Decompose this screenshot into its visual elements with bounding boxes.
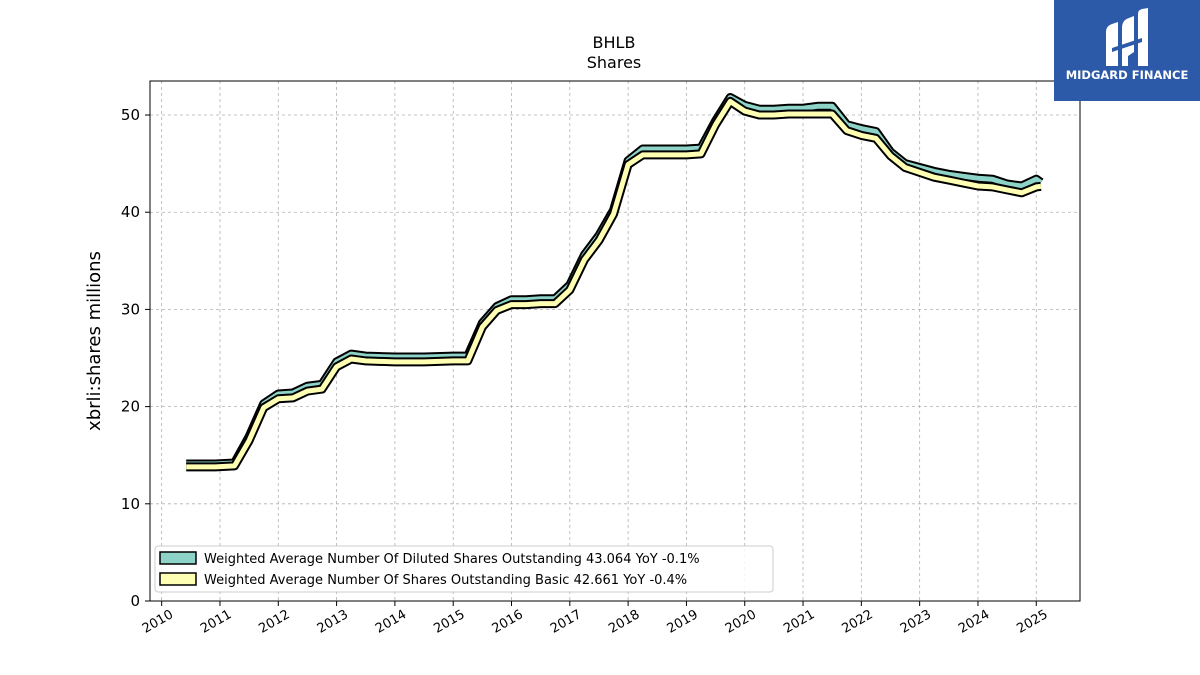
x-tick-label: 2021 [781, 607, 817, 637]
y-tick-label: 50 [121, 106, 140, 124]
y-axis-label: xbrli:shares millions [84, 251, 105, 431]
plot-frame [149, 80, 1081, 602]
legend-label-basic: Weighted Average Number Of Shares Outsta… [204, 573, 687, 588]
series-line-basic [186, 98, 1042, 470]
x-tick-label: 2011 [198, 607, 234, 637]
x-tick-label: 2023 [898, 607, 934, 637]
x-tick-label: 2019 [665, 607, 701, 637]
x-tick-label: 2022 [840, 607, 876, 637]
x-tick-label: 2013 [315, 607, 351, 637]
x-tick-label: 2015 [431, 607, 467, 637]
x-tick-label: 2016 [490, 607, 526, 637]
logo-mark-icon [1106, 8, 1148, 66]
legend: Weighted Average Number Of Diluted Share… [154, 545, 774, 593]
x-tick-label: 2014 [373, 607, 409, 637]
x-tick-label: 2017 [548, 607, 584, 637]
chart-subtitle: Shares [587, 53, 642, 72]
legend-swatch-basic [159, 572, 197, 586]
x-tick-label: 2010 [140, 607, 176, 637]
midgard-finance-logo: MIDGARD FINANCE [1054, 0, 1200, 101]
y-tick-label: 30 [121, 300, 140, 318]
series-layer [186, 93, 1044, 472]
legend-swatch-diluted [159, 551, 197, 565]
chart-title: BHLB [593, 33, 636, 52]
series-outline-basic [186, 96, 1042, 472]
legend-box [154, 545, 774, 593]
y-tick-label: 0 [130, 592, 140, 610]
legend-label-diluted: Weighted Average Number Of Diluted Share… [204, 552, 700, 567]
y-tick-label: 10 [121, 495, 140, 513]
x-tick-label: 2012 [256, 607, 292, 637]
x-tick-label: 2020 [723, 607, 759, 637]
grid-lines [150, 81, 1080, 602]
y-tick-label: 20 [121, 398, 140, 416]
series-outline-diluted [186, 93, 1044, 469]
series-line-diluted [186, 95, 1043, 467]
logo-text: MIDGARD FINANCE [1065, 68, 1189, 82]
x-tick-label: 2025 [1014, 607, 1050, 637]
y-tick-label: 40 [121, 203, 140, 221]
x-tick-label: 2024 [956, 607, 992, 637]
x-tick-label: 2018 [606, 607, 642, 637]
